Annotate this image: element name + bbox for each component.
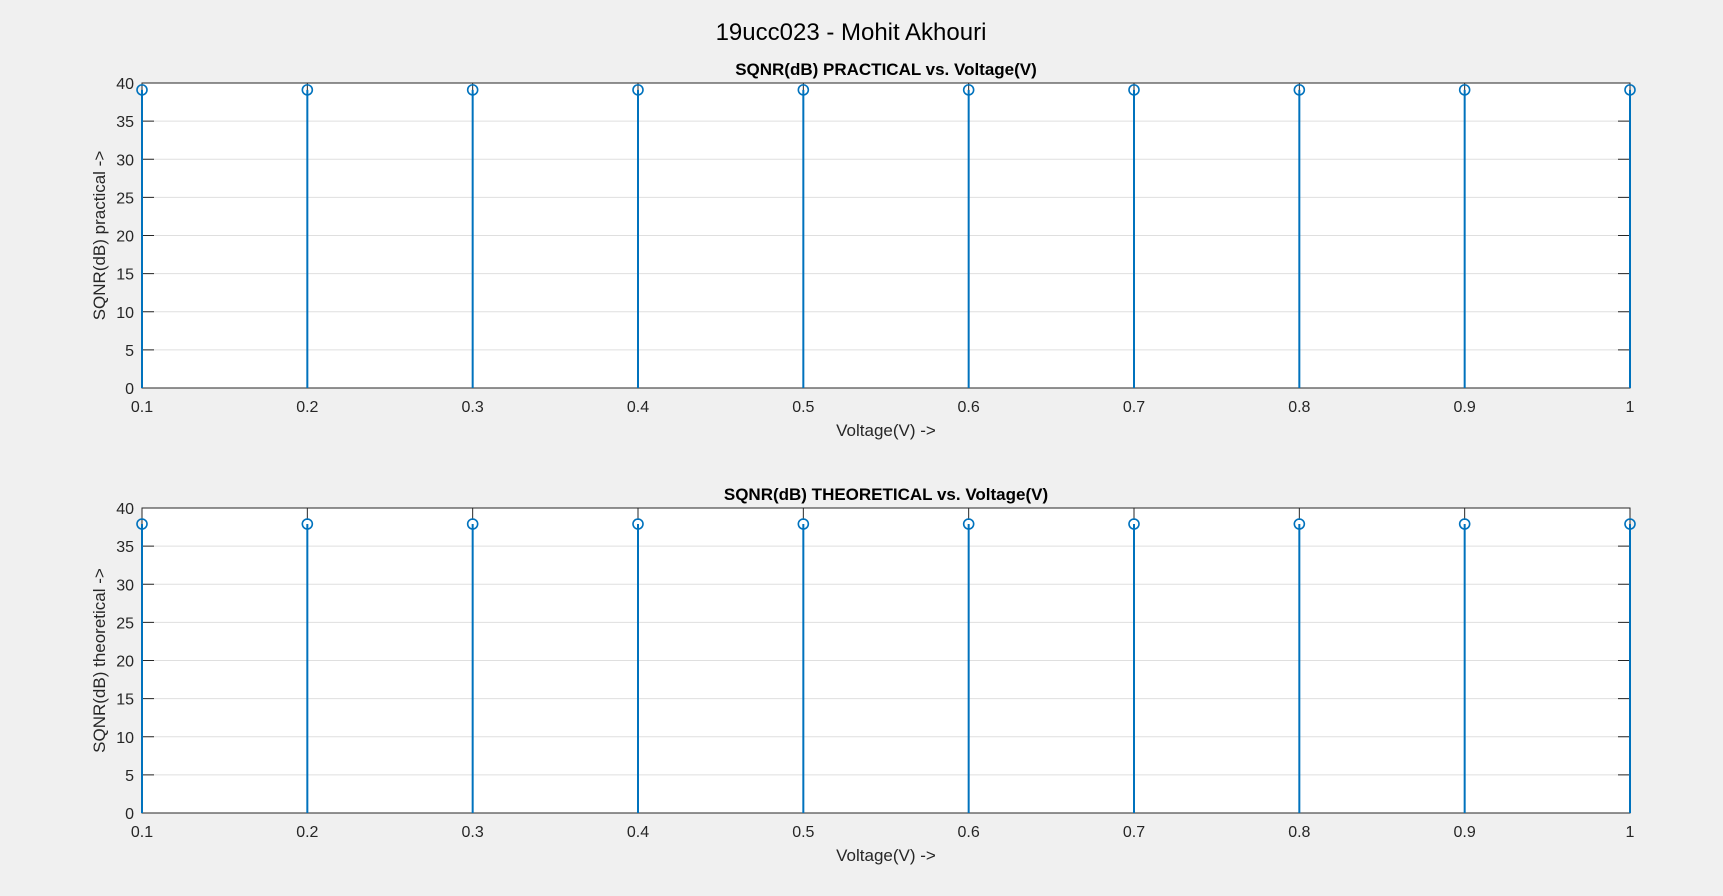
chart-1-ytick-label: 0 [125, 381, 134, 398]
chart-2-stem-marker [1624, 518, 1636, 530]
chart-2-stem-marker [797, 518, 810, 530]
chart-2-stem-marker [1458, 518, 1471, 530]
chart-2-ytick-label: 40 [116, 501, 134, 518]
chart-2-stem-marker [136, 518, 148, 530]
chart-1-stem-marker [1128, 84, 1140, 96]
chart-2-xtick-label: 0.5 [792, 824, 814, 841]
chart-2-xtick-label: 0.7 [1123, 824, 1145, 841]
chart-2-ytick-label: 30 [116, 577, 134, 594]
chart-2: 0 5 10 15 20 25 30 35 40 0.1 0.2 0.3 0.4 0.5 0.6 0.7 0.8… [90, 485, 1636, 865]
chart-2-xlabel: Voltage(V) -> [836, 846, 936, 865]
chart-2-ylabel: SQNR(dB) theoretical -> [90, 568, 109, 753]
chart-1-xtick-label: 0.1 [131, 399, 153, 416]
chart-2-xtick-label: 1 [1626, 824, 1635, 841]
chart-1-ytick-label: 5 [125, 343, 134, 360]
chart-1-xtick-label: 0.6 [958, 399, 980, 416]
chart-1-xlabel: Voltage(V) -> [836, 421, 936, 440]
chart-2-ytick-label: 15 [116, 692, 134, 709]
chart-1-stem-marker [962, 84, 975, 96]
chart-1-stem-marker [1458, 84, 1471, 96]
chart-1-stem-marker [301, 84, 314, 96]
chart-2-xtick-label: 0.3 [462, 824, 484, 841]
chart-2-ytick-label: 25 [116, 615, 134, 632]
chart-2-xtick-label: 0.8 [1288, 824, 1310, 841]
chart-1-stem-marker [466, 84, 479, 96]
chart-2-stem-marker [962, 518, 975, 530]
chart-1-ytick-label: 25 [116, 190, 134, 207]
chart-1: 0 5 10 15 20 25 30 35 40 0.1 0.2 0.3 0.4 0.5 0.6 0.7 0.8… [90, 60, 1636, 440]
chart-1-xtick-label: 0.2 [296, 399, 318, 416]
chart-1-xtick-label: 0.7 [1123, 399, 1145, 416]
chart-2-stem-marker [632, 518, 644, 530]
chart-2-xtick-label: 0.2 [296, 824, 318, 841]
chart-1-stem-marker [136, 84, 148, 96]
chart-1-xtick-label: 0.4 [627, 399, 649, 416]
chart-2-title: SQNR(dB) THEORETICAL vs. Voltage(V) [724, 485, 1048, 504]
chart-1-xtick-label: 0.8 [1288, 399, 1310, 416]
chart-2-ytick-label: 35 [116, 539, 134, 556]
chart-1-xtick-label: 0.5 [792, 399, 814, 416]
chart-1-ytick-label: 15 [116, 267, 134, 284]
chart-2-xtick-label: 0.6 [958, 824, 980, 841]
chart-2-stem-marker [301, 518, 314, 530]
chart-1-stem-marker [632, 84, 644, 96]
figure-title: 19ucc023 - Mohit Akhouri [716, 19, 987, 46]
chart-2-xtick-label: 0.9 [1454, 824, 1476, 841]
chart-1-stem-marker [1293, 84, 1306, 96]
chart-2-ytick-label: 20 [116, 654, 134, 671]
chart-1-ytick-label: 20 [116, 229, 134, 246]
chart-2-ytick-label: 0 [125, 806, 134, 823]
chart-2-ytick-label: 10 [116, 730, 134, 747]
chart-2-stem-marker [466, 518, 479, 530]
chart-1-xtick-label: 1 [1626, 399, 1635, 416]
chart-2-xtick-label: 0.1 [131, 824, 153, 841]
chart-2-stem-marker [1293, 518, 1306, 530]
chart-1-ylabel: SQNR(dB) practical -> [90, 151, 109, 321]
chart-1-stem-marker [797, 84, 810, 96]
chart-2-xtick-label: 0.4 [627, 824, 649, 841]
chart-1-ytick-label: 10 [116, 305, 134, 322]
chart-1-title: SQNR(dB) PRACTICAL vs. Voltage(V) [735, 60, 1037, 79]
chart-1-xtick-label: 0.3 [462, 399, 484, 416]
chart-1-ytick-label: 40 [116, 76, 134, 93]
chart-2-stem-marker [1128, 518, 1140, 530]
chart-1-stem-marker [1624, 84, 1636, 96]
chart-1-ytick-label: 35 [116, 114, 134, 131]
chart-1-ytick-label: 30 [116, 152, 134, 169]
chart-2-ytick-label: 5 [125, 768, 134, 785]
chart-1-xtick-label: 0.9 [1454, 399, 1476, 416]
